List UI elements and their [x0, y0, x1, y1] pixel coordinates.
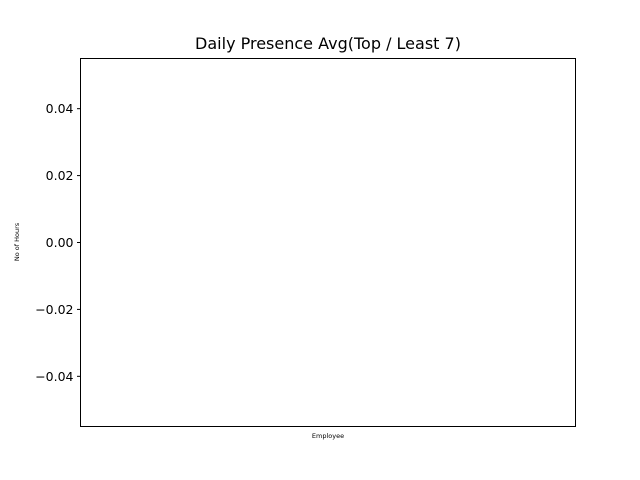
y-tick-label: −0.02 — [35, 302, 73, 317]
y-axis-ticks: 0.04 0.02 0.00 −0.02 −0.04 — [35, 101, 81, 384]
plot-area-frame — [80, 58, 576, 427]
y-tick-label: 0.02 — [46, 168, 74, 183]
y-tick-label: 0.00 — [46, 235, 74, 250]
y-tick-label: −0.04 — [35, 369, 73, 384]
x-axis-label: Employee — [312, 432, 344, 440]
y-tick-label: 0.04 — [46, 101, 74, 116]
y-axis-label: No of Hours — [13, 222, 21, 261]
chart-title: Daily Presence Avg(Top / Least 7) — [195, 34, 461, 53]
